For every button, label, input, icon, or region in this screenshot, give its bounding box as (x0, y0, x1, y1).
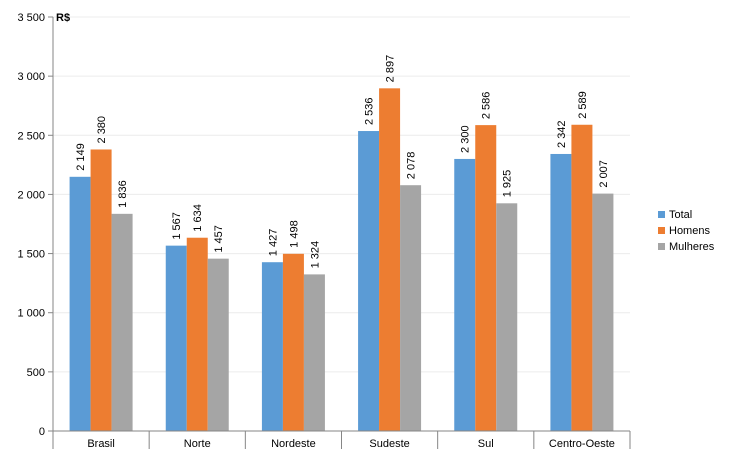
x-category-label: Norte (184, 438, 211, 450)
data-label: 1 925 (502, 170, 514, 198)
y-tick-label: 2 000 (17, 189, 45, 201)
data-label: 2 342 (556, 120, 568, 148)
bar-total-centro-oeste (550, 153, 572, 431)
data-label: 1 567 (171, 212, 183, 240)
data-label: 1 498 (288, 220, 300, 248)
gridlines (53, 16, 630, 373)
bar-mulheres-sudeste (400, 185, 422, 431)
bar-homens-nordeste (282, 253, 304, 431)
data-label: 2 149 (75, 143, 87, 171)
x-category-label: Brasil (87, 438, 115, 450)
y-tick-label: 500 (27, 367, 45, 379)
data-label: 1 427 (267, 229, 279, 257)
bar-homens-brasil (90, 149, 112, 432)
y-tick-label: 1 000 (17, 308, 45, 320)
data-label: 1 324 (309, 241, 321, 269)
data-label: 2 589 (577, 91, 589, 119)
legend-swatch (658, 227, 665, 234)
y-tick-label: 0 (39, 426, 45, 438)
legend-swatch (658, 243, 665, 250)
legend-label: Mulheres (669, 241, 715, 253)
x-category-label: Centro-Oeste (549, 438, 615, 450)
legend-label: Homens (669, 225, 710, 237)
bar-total-brasil (69, 176, 91, 431)
bar-total-sul (454, 158, 476, 431)
data-label: 2 897 (385, 55, 397, 83)
y-tick-label: 3 000 (17, 71, 45, 83)
bar-mulheres-sul (496, 203, 518, 431)
legend: Total Homens Mulheres (658, 209, 715, 253)
bar-total-nordeste (261, 262, 283, 431)
data-label: 1 634 (192, 204, 204, 232)
data-labels: 2 149 2 380 1 836 1 567 1 634 1 457 1 427 1 498… (75, 55, 610, 269)
bar-homens-sudeste (379, 88, 401, 431)
x-category-label: Sudeste (369, 438, 409, 450)
bar-total-norte (165, 245, 187, 431)
data-label: 2 078 (406, 152, 418, 180)
data-label: 1 457 (213, 225, 225, 253)
bar-homens-norte (186, 237, 208, 431)
data-label: 2 586 (481, 92, 493, 120)
data-label: 2 380 (96, 116, 108, 144)
bar-homens-centro-oeste (571, 124, 593, 431)
data-label: 2 536 (364, 97, 376, 125)
bar-mulheres-nordeste (303, 274, 325, 431)
bar-mulheres-norte (207, 258, 229, 431)
bar-mulheres-centro-oeste (592, 193, 614, 431)
bar-total-sudeste (358, 131, 380, 431)
y-axis-unit-label: R$ (56, 12, 70, 24)
data-label: 1 836 (117, 180, 129, 208)
x-category-label: Sul (478, 438, 494, 450)
y-tick-label: 3 500 (17, 12, 45, 24)
x-category-label: Nordeste (271, 438, 316, 450)
bar-homens-sul (475, 125, 497, 431)
y-tick-label: 1 500 (17, 249, 45, 261)
bars (69, 88, 614, 432)
legend-swatch (658, 211, 665, 218)
axes: 0 500 1 000 1 500 2 000 2 500 3 000 3 500 R$ Bras… (17, 12, 631, 450)
bar-mulheres-brasil (111, 213, 133, 431)
data-label: 2 007 (598, 160, 610, 188)
data-label: 2 300 (460, 125, 472, 153)
y-tick-label: 2 500 (17, 130, 45, 142)
legend-label: Total (669, 209, 692, 221)
